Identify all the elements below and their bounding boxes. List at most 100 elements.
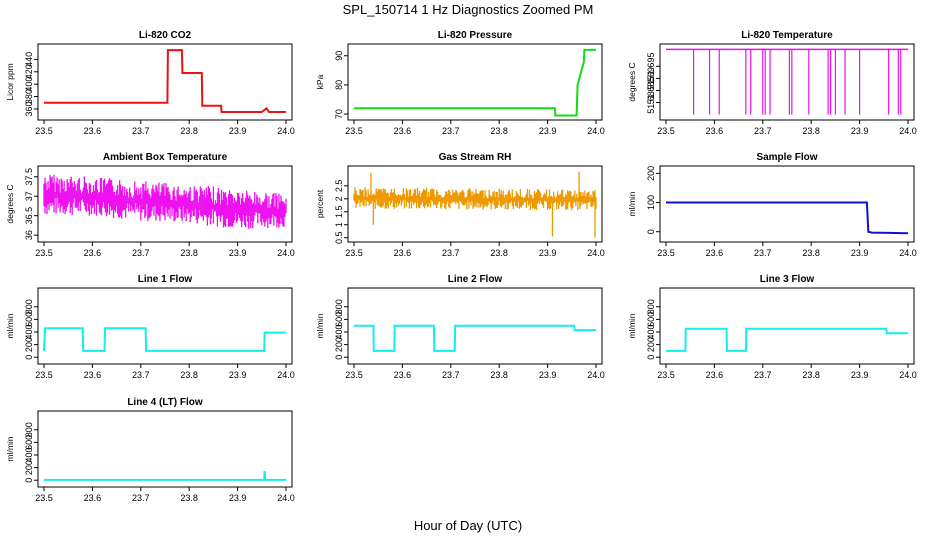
y-tick-label: 360 (24, 101, 34, 116)
y-tick-label: 400 (24, 447, 34, 462)
y-tick-label: 90 (334, 51, 344, 61)
x-tick-label: 23.9 (539, 248, 557, 258)
x-tick-label: 23.6 (84, 370, 102, 380)
x-tick-label: 23.6 (394, 126, 412, 136)
x-tick-label: 23.9 (851, 370, 869, 380)
y-tick-label: 200 (334, 337, 344, 352)
y-tick-label: 400 (646, 324, 656, 339)
figure-x-axis-label: Hour of Day (UTC) (413, 518, 523, 533)
x-tick-label: 23.7 (442, 370, 460, 380)
plot-frame (347, 165, 603, 243)
panel-title: Sample Flow (756, 152, 817, 163)
chart-panel-6: Sample Flow 23.5 23.6 23.7 23.8 23.9 24.0 0 100 2… (627, 152, 917, 258)
data-layer (43, 327, 286, 352)
y-axis-label: percent (315, 189, 325, 218)
x-tick-label: 23.5 (657, 370, 675, 380)
x-tick-label: 23.9 (851, 126, 869, 136)
panel-title: Li-820 CO2 (139, 30, 192, 41)
y-tick-label: 600 (646, 312, 656, 327)
y-tick-label: 36 (24, 230, 34, 240)
y-tick-label: 200 (24, 337, 34, 352)
x-tick-label: 23.5 (35, 126, 53, 136)
plot-frame (659, 165, 915, 243)
y-tick-label: 37 (24, 191, 34, 201)
y-tick-label: 800 (24, 422, 34, 437)
series-line (43, 327, 286, 352)
x-tick-label: 23.5 (345, 126, 363, 136)
y-tick-label: 200 (646, 166, 656, 181)
plot-frame (659, 287, 915, 365)
x-tick-label: 23.9 (229, 126, 247, 136)
y-tick-label: 0 (646, 355, 656, 360)
data-layer (44, 471, 286, 481)
x-tick-label: 24.0 (277, 370, 295, 380)
y-tick-label: 800 (24, 299, 34, 314)
x-tick-label: 23.5 (657, 248, 675, 258)
y-tick-label: 200 (24, 460, 34, 475)
x-tick-label: 23.5 (657, 126, 675, 136)
x-tick-label: 23.7 (442, 126, 460, 136)
plot-frame (37, 287, 293, 365)
x-tick-label: 23.7 (754, 126, 772, 136)
y-tick-label: 440 (24, 52, 34, 67)
y-tick-label: 2 (334, 196, 344, 201)
x-tick-label: 24.0 (277, 248, 295, 258)
plot-frame (37, 410, 293, 488)
x-tick-label: 23.5 (345, 370, 363, 380)
y-tick-label: 1.5 (334, 206, 344, 219)
data-layer (666, 327, 908, 352)
x-tick-label: 23.8 (490, 370, 508, 380)
x-tick-label: 23.9 (539, 370, 557, 380)
panel-title: Li-820 Temperature (741, 30, 833, 41)
y-tick-label: 51.685 (646, 77, 656, 105)
x-tick-label: 23.6 (706, 370, 724, 380)
x-tick-label: 23.7 (754, 248, 772, 258)
panel-title: Li-820 Pressure (438, 30, 513, 41)
panel-title: Line 2 Flow (448, 274, 503, 285)
x-tick-label: 23.7 (442, 248, 460, 258)
x-tick-label: 23.5 (35, 370, 53, 380)
x-tick-label: 24.0 (587, 370, 605, 380)
series-line (354, 324, 596, 352)
x-tick-label: 24.0 (277, 493, 295, 503)
x-tick-label: 23.6 (394, 370, 412, 380)
figure-title: SPL_150714 1 Hz Diagnostics Zoomed PM (342, 2, 594, 17)
chart-panel-3: Li-820 Temperature 23.5 23.6 23.7 23.8 23.9 24… (627, 30, 917, 136)
y-tick-label: 400 (24, 77, 34, 92)
y-tick-label: 80 (334, 80, 344, 90)
y-tick-label: 0 (334, 355, 344, 360)
y-tick-label: 51.68 (646, 91, 656, 114)
x-tick-label: 23.7 (132, 493, 150, 503)
x-tick-label: 24.0 (899, 126, 917, 136)
data-layer (354, 324, 596, 352)
x-tick-label: 23.7 (132, 370, 150, 380)
y-axis-label: ml/min (5, 313, 15, 338)
y-tick-label: 70 (334, 109, 344, 119)
chart-panel-5: Gas Stream RH 23.5 23.6 23.7 23.8 23.9 24.0 0.5… (315, 152, 605, 258)
panel-title: Line 3 Flow (760, 274, 815, 285)
y-tick-label: 0 (646, 229, 656, 234)
series-line (666, 327, 908, 352)
data-layer (44, 49, 286, 113)
x-tick-label: 23.6 (84, 126, 102, 136)
y-tick-label: 600 (24, 312, 34, 327)
plot-frame (347, 43, 603, 121)
chart-panel-4: Ambient Box Temperature 23.5 23.6 23.7 23.8 2… (5, 152, 295, 258)
series-line (44, 471, 286, 481)
y-tick-label: 2.5 (334, 180, 344, 193)
chart-panel-1: Li-820 CO2 23.5 23.6 23.7 23.8 23.9 24.0 360380… (5, 30, 295, 136)
y-tick-label: 600 (334, 312, 344, 327)
x-tick-label: 23.8 (180, 493, 198, 503)
y-tick-label: 1 (334, 222, 344, 227)
chart-panel-10: Line 4 (LT) Flow 23.5 23.6 23.7 23.8 23.9 24.0… (5, 397, 295, 503)
plot-frame (37, 43, 293, 121)
x-tick-label: 23.6 (394, 248, 412, 258)
x-tick-label: 23.5 (35, 493, 53, 503)
data-layer (354, 48, 596, 117)
y-tick-label: 0.5 (334, 231, 344, 244)
data-layer (43, 174, 287, 229)
chart-panel-7: Line 1 Flow 23.5 23.6 23.7 23.8 23.9 24.0 0 2004… (5, 274, 295, 380)
panel-title: Line 1 Flow (138, 274, 193, 285)
chart-panel-8: Line 2 Flow 23.5 23.6 23.7 23.8 23.9 24.0 0 2004… (315, 274, 605, 380)
x-tick-label: 23.7 (132, 126, 150, 136)
